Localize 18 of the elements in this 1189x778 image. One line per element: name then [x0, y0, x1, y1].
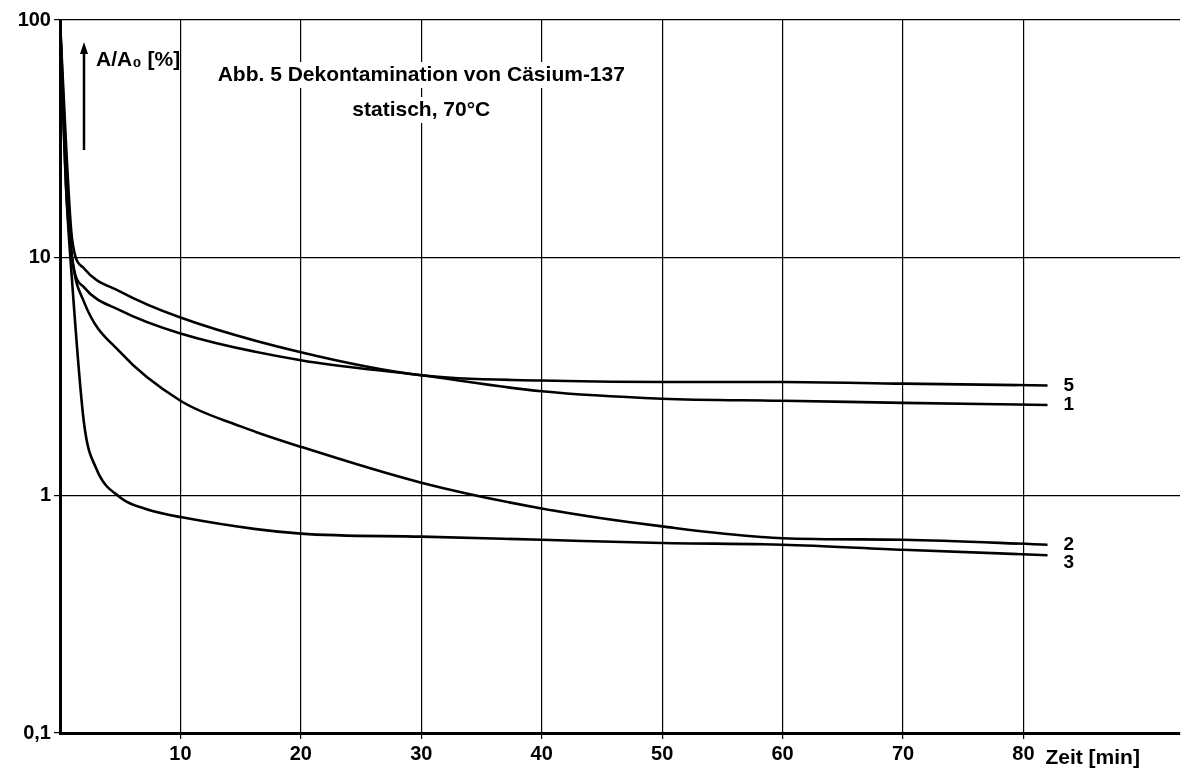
- x-tick-label: 10: [169, 741, 192, 764]
- y-tick-label: 100: [17, 7, 51, 30]
- x-tick-label: 50: [651, 741, 674, 764]
- y-tick-label: 10: [28, 245, 51, 268]
- text: Abb. 5 Dekontamination von Cäsium-137: [217, 61, 625, 85]
- x-tick-label: 20: [289, 741, 312, 764]
- text: statisch, 70°C: [352, 96, 491, 120]
- x-tick-label: 60: [771, 741, 794, 764]
- y-tick-label: 0,1: [23, 720, 51, 743]
- series-label: 1: [1063, 393, 1075, 415]
- x-tick-label: 40: [530, 741, 553, 764]
- series-label: 5: [1063, 373, 1075, 395]
- y-axis-title: A/A₀ [%]: [96, 46, 181, 70]
- x-tick-label: 30: [410, 741, 433, 764]
- x-tick-label: 80: [1012, 741, 1035, 764]
- x-tick-label: 70: [891, 741, 915, 764]
- x-axis-title: Zeit [min]: [1045, 744, 1140, 768]
- y-tick-label: 1: [39, 482, 51, 505]
